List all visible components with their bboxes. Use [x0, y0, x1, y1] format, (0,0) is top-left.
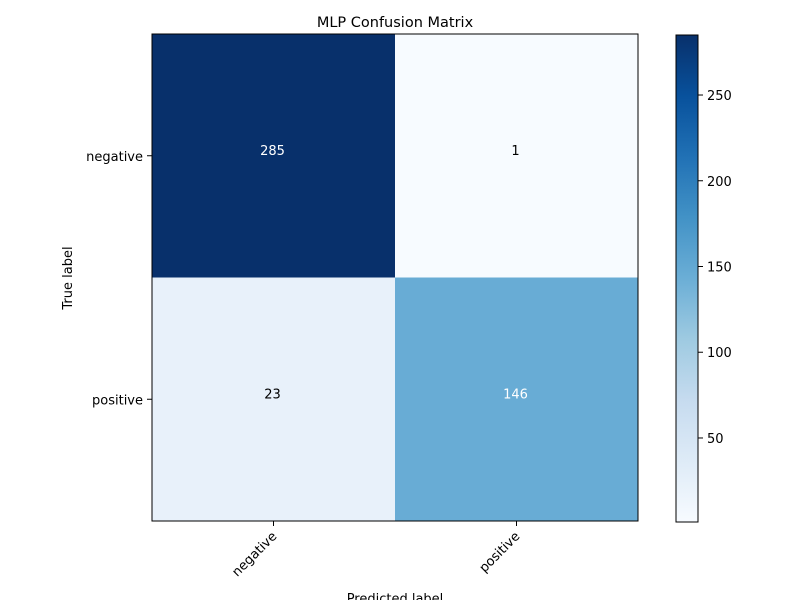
cell-value-label: 1 [511, 144, 519, 159]
plot-frame [151, 33, 639, 522]
colorbar-tick-label: 100 [707, 346, 732, 361]
colorbar-tick-label: 200 [707, 175, 732, 190]
heatmap-cell [395, 277, 638, 521]
cell-value-label: 23 [264, 387, 281, 402]
colorbar-tick-label: 150 [707, 260, 732, 275]
chart-title: MLP Confusion Matrix [317, 15, 474, 31]
colorbar-ticks: 50 100 150 200 250 [698, 89, 732, 447]
x-tick-label: negative [230, 529, 281, 580]
cell-value-label: 285 [260, 144, 285, 159]
cell-value-label: 146 [503, 387, 528, 402]
colorbar-tick-label: 50 [707, 432, 724, 447]
y-tick-label: positive [92, 393, 143, 408]
y-axis-ticks: negative positive [86, 150, 152, 408]
x-axis-ticks: negative positive [230, 521, 524, 580]
heatmap-cell [152, 277, 395, 521]
y-tick-label: negative [86, 150, 143, 165]
heatmap-cell [152, 34, 395, 278]
heatmap-cells: 285 1 23 146 [152, 34, 638, 521]
heatmap-cell [395, 34, 638, 278]
y-axis-label: True label [61, 246, 76, 310]
colorbar-tick-label: 250 [707, 89, 732, 104]
colorbar [675, 34, 699, 523]
x-axis-label: Predicted label [347, 592, 444, 600]
x-tick-label: positive [477, 529, 524, 576]
